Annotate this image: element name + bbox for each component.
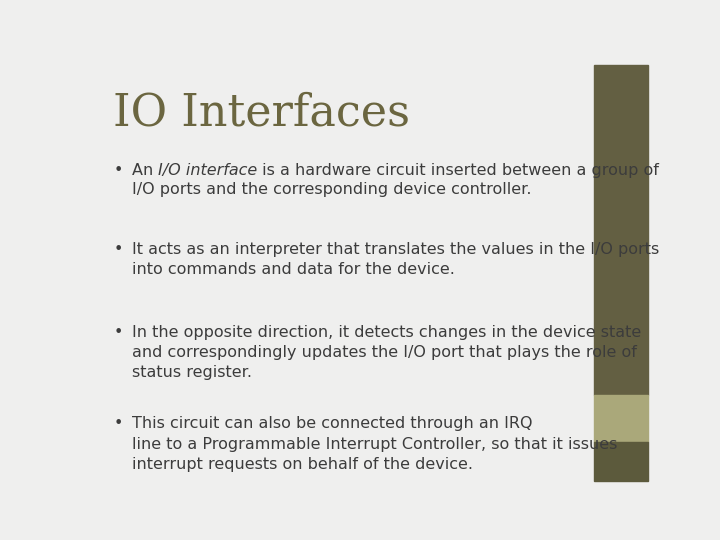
Text: is a hardware circuit inserted between a group of: is a hardware circuit inserted between a… <box>258 163 660 178</box>
Text: I/O ports and the corresponding device controller.: I/O ports and the corresponding device c… <box>132 182 531 197</box>
Bar <box>594 395 648 442</box>
Text: This circuit can also be connected through an IRQ
line to a Programmable Interru: This circuit can also be connected throu… <box>132 416 617 472</box>
Text: •: • <box>114 241 123 256</box>
Text: •: • <box>114 416 123 431</box>
Bar <box>594 65 648 395</box>
Text: •: • <box>114 325 123 340</box>
Text: I/O interface: I/O interface <box>158 163 258 178</box>
Text: It acts as an interpreter that translates the values in the I/O ports
into comma: It acts as an interpreter that translate… <box>132 241 659 277</box>
Text: IO Interfaces: IO Interfaces <box>114 92 410 135</box>
Bar <box>594 442 648 481</box>
Text: An: An <box>132 163 158 178</box>
Text: In the opposite direction, it detects changes in the device state
and correspond: In the opposite direction, it detects ch… <box>132 325 641 381</box>
Text: •: • <box>114 163 123 178</box>
